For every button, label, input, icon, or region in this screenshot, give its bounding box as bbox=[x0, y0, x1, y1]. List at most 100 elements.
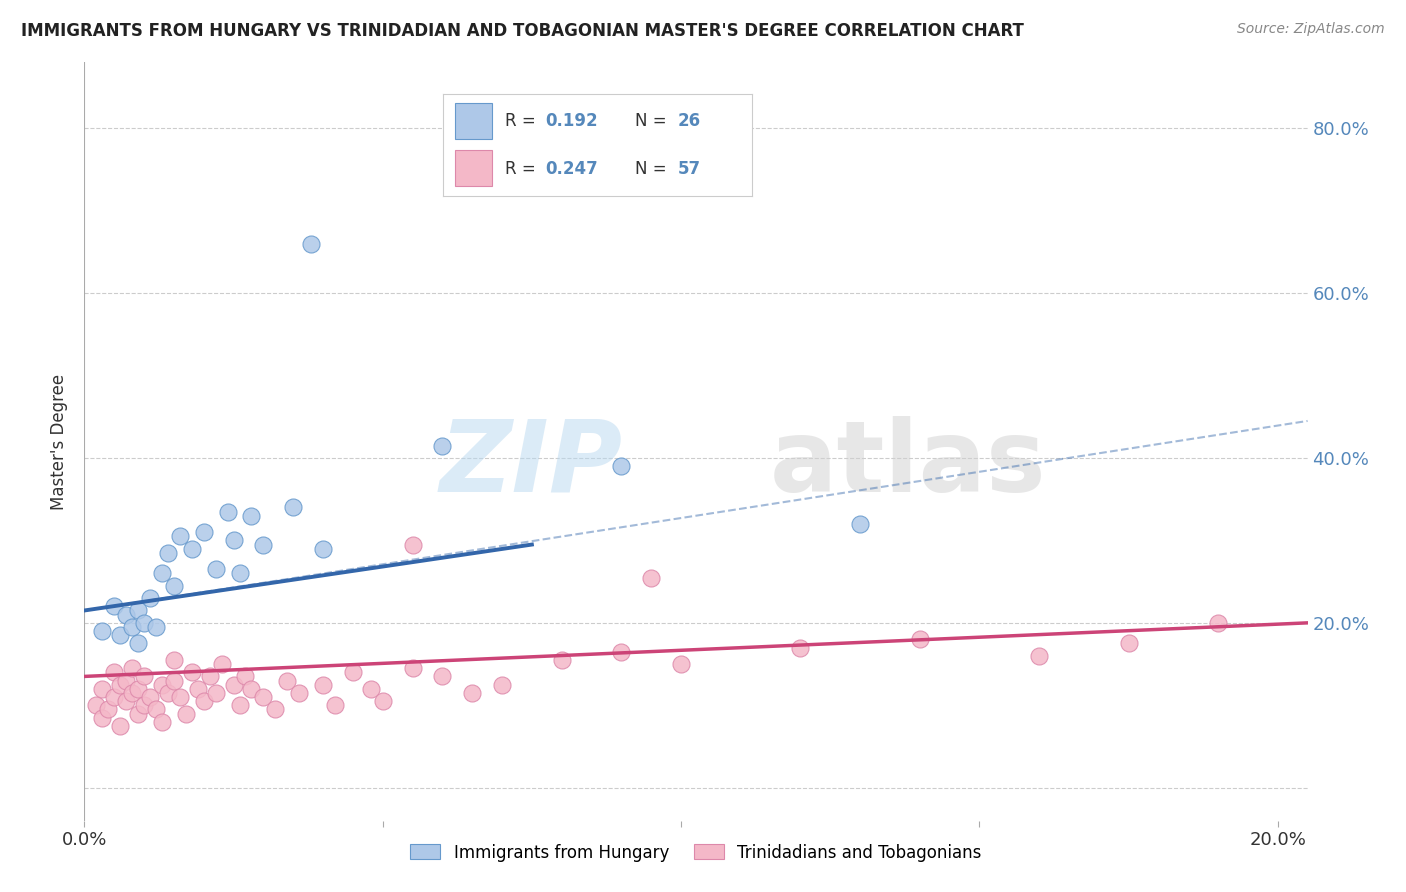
Point bbox=[240, 508, 263, 523]
Point bbox=[108, 719, 131, 733]
Point bbox=[103, 599, 125, 614]
Point bbox=[204, 562, 226, 576]
Point bbox=[91, 711, 114, 725]
Point bbox=[252, 690, 274, 704]
Point bbox=[169, 690, 191, 704]
Point bbox=[145, 702, 167, 716]
Point bbox=[908, 632, 931, 647]
Point bbox=[1028, 648, 1050, 663]
Text: N =: N = bbox=[634, 160, 672, 178]
Legend: Immigrants from Hungary, Trinidadians and Tobagonians: Immigrants from Hungary, Trinidadians an… bbox=[411, 844, 981, 862]
Point bbox=[150, 714, 173, 729]
Point bbox=[789, 640, 811, 655]
Point bbox=[121, 620, 143, 634]
Point bbox=[491, 678, 513, 692]
Point bbox=[551, 653, 574, 667]
Point bbox=[150, 678, 173, 692]
Text: R =: R = bbox=[505, 160, 541, 178]
Point bbox=[127, 636, 149, 650]
Point bbox=[235, 669, 257, 683]
Point bbox=[139, 591, 162, 606]
Point bbox=[669, 657, 692, 671]
Point bbox=[127, 706, 149, 721]
Point bbox=[163, 653, 186, 667]
Point bbox=[108, 628, 131, 642]
Text: 57: 57 bbox=[678, 160, 702, 178]
Point bbox=[193, 525, 215, 540]
Text: 0.247: 0.247 bbox=[546, 160, 598, 178]
Point bbox=[156, 686, 179, 700]
Point bbox=[174, 706, 197, 721]
Point bbox=[401, 537, 423, 551]
Point bbox=[432, 439, 454, 453]
Point bbox=[132, 615, 155, 630]
Point bbox=[132, 698, 155, 713]
Point bbox=[121, 661, 143, 675]
Point bbox=[193, 694, 215, 708]
Point bbox=[180, 665, 202, 680]
Point bbox=[276, 673, 298, 688]
Bar bbox=[456, 150, 492, 186]
Point bbox=[610, 645, 633, 659]
Point bbox=[145, 620, 167, 634]
Point bbox=[432, 669, 454, 683]
Point bbox=[371, 694, 394, 708]
Point bbox=[91, 624, 114, 639]
Text: R =: R = bbox=[505, 112, 541, 130]
Point bbox=[342, 665, 364, 680]
Point bbox=[360, 681, 382, 696]
Point bbox=[323, 698, 346, 713]
Point bbox=[198, 669, 221, 683]
Point bbox=[222, 533, 245, 548]
Text: atlas: atlas bbox=[769, 416, 1046, 513]
Point bbox=[163, 579, 186, 593]
Point bbox=[204, 686, 226, 700]
Point bbox=[211, 657, 233, 671]
Text: ZIP: ZIP bbox=[440, 416, 623, 513]
Point bbox=[127, 681, 149, 696]
Point bbox=[115, 607, 138, 622]
Point bbox=[1206, 615, 1229, 630]
Point bbox=[228, 698, 250, 713]
Point bbox=[187, 681, 209, 696]
Point bbox=[121, 686, 143, 700]
Text: 26: 26 bbox=[678, 112, 702, 130]
Point bbox=[91, 681, 114, 696]
Text: IMMIGRANTS FROM HUNGARY VS TRINIDADIAN AND TOBAGONIAN MASTER'S DEGREE CORRELATIO: IMMIGRANTS FROM HUNGARY VS TRINIDADIAN A… bbox=[21, 22, 1024, 40]
Point bbox=[264, 702, 287, 716]
Point bbox=[240, 681, 263, 696]
Point bbox=[180, 541, 202, 556]
Point bbox=[312, 541, 335, 556]
Point bbox=[84, 698, 107, 713]
Point bbox=[299, 236, 322, 251]
Point bbox=[217, 505, 239, 519]
Point bbox=[288, 686, 311, 700]
Point bbox=[610, 459, 633, 474]
Point bbox=[222, 678, 245, 692]
Point bbox=[103, 665, 125, 680]
Point bbox=[150, 566, 173, 581]
Text: N =: N = bbox=[634, 112, 672, 130]
Point bbox=[115, 694, 138, 708]
Point bbox=[228, 566, 250, 581]
Point bbox=[108, 678, 131, 692]
Y-axis label: Master's Degree: Master's Degree bbox=[51, 374, 69, 509]
Point bbox=[163, 673, 186, 688]
Point bbox=[132, 669, 155, 683]
Text: Source: ZipAtlas.com: Source: ZipAtlas.com bbox=[1237, 22, 1385, 37]
Point bbox=[312, 678, 335, 692]
Point bbox=[169, 529, 191, 543]
Point bbox=[849, 516, 872, 531]
Point bbox=[127, 603, 149, 617]
Point bbox=[640, 570, 662, 584]
Point bbox=[115, 673, 138, 688]
Text: 0.192: 0.192 bbox=[546, 112, 598, 130]
Point bbox=[252, 537, 274, 551]
Point bbox=[97, 702, 120, 716]
Point bbox=[461, 686, 484, 700]
Point bbox=[103, 690, 125, 704]
Point bbox=[401, 661, 423, 675]
Bar bbox=[456, 103, 492, 139]
Point bbox=[156, 546, 179, 560]
Point bbox=[1118, 636, 1140, 650]
